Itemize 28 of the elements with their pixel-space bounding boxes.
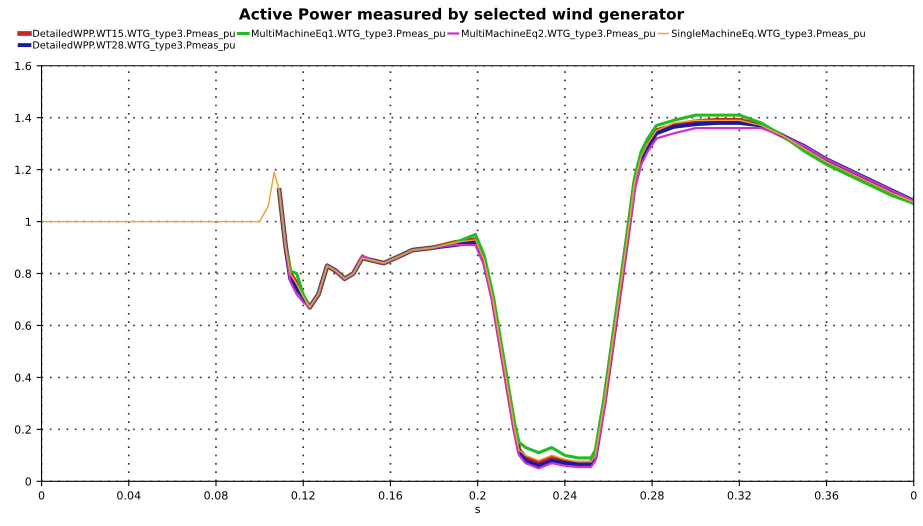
line-series	[42, 120, 914, 463]
y-tick-label: 1.6	[15, 62, 32, 70]
legend-label: DetailedWPP.WT28.WTG_type3.Pmeas_pu	[33, 41, 235, 51]
legend-label: SingleMachineEq.WTG_type3.Pmeas_pu	[672, 30, 865, 40]
y-tick-label: 0.8	[14, 269, 32, 278]
y-tick-label: 0.4	[14, 373, 32, 382]
x-tick-label: 0.12	[292, 491, 314, 500]
x-tick-label: 0.04	[117, 491, 141, 500]
x-tick-label: 0.2	[470, 491, 486, 500]
legend-label: MultiMachineEq2.WTG_type3.Pmeas_pu	[462, 30, 655, 40]
y-tick-label: 1	[26, 218, 31, 226]
x-tick-label: 0.24	[553, 491, 577, 500]
chart-title: Active Power measured by selected wind generator	[238, 8, 684, 23]
y-tick-label: 0	[25, 477, 32, 486]
x-tick-label: 0	[38, 491, 44, 500]
y-tick-label: 1.2	[15, 166, 31, 174]
x-axis-title: s	[475, 506, 480, 514]
y-tick-label: 0.2	[14, 425, 31, 434]
y-tick-label: 1.4	[15, 114, 32, 122]
legend-label: MultiMachineEq1.WTG_type3.Pmeas_pu	[252, 30, 445, 40]
x-tick-label: 0	[910, 491, 917, 500]
x-tick-label: 0.16	[378, 491, 402, 500]
x-tick-label: 0.36	[814, 491, 838, 500]
x-tick-label: 0.32	[728, 491, 751, 500]
y-tick-label: 0.6	[14, 321, 32, 330]
x-tick-label: 0.28	[640, 491, 664, 500]
legend-label: DetailedWPP.WT15.WTG_type3.Pmeas_pu	[33, 30, 235, 40]
x-tick-label: 0.08	[204, 491, 228, 500]
